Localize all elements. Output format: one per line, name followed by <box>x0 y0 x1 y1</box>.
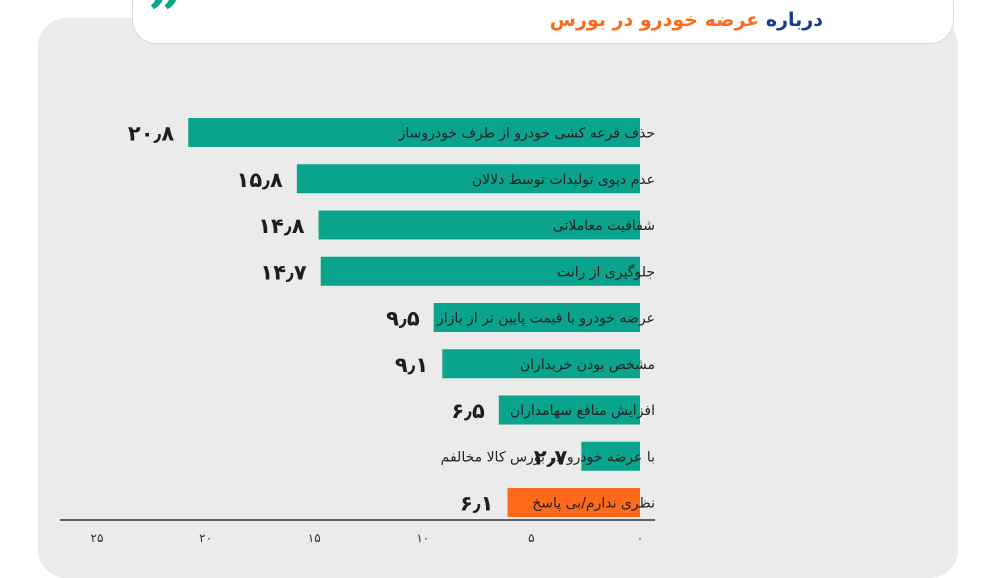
x-tick-label: ۰ <box>637 531 643 545</box>
value-label: ۶٫۵ <box>451 399 485 423</box>
x-tick-label: ۱۵ <box>308 531 321 545</box>
category-label: عرضه خودرو با قیمت پایین تر از بازار <box>436 311 655 327</box>
category-label: جلوگیری از رانت <box>557 263 655 280</box>
value-label: ۱۴٫۸ <box>258 214 304 238</box>
value-label: ۹٫۱ <box>395 353 428 377</box>
bar <box>581 441 640 471</box>
x-tick-label: ۲۰ <box>199 531 212 545</box>
bar <box>442 349 640 379</box>
value-label: ۹٫۵ <box>386 307 420 331</box>
bar <box>188 118 640 147</box>
bar <box>498 395 640 425</box>
quote-icon: ” <box>148 0 183 51</box>
bar <box>296 164 640 194</box>
x-tick-label: ۲۵ <box>91 531 104 545</box>
value-label: ۶٫۱ <box>460 492 493 516</box>
header-subtitle-prefix: درباره <box>759 9 823 31</box>
category-label: حذف قرعه کشی خودرو از طرف خودروساز <box>398 126 655 142</box>
header-card: درباره عرضه خودرو در بورس <box>132 0 954 44</box>
x-tick-label: ۵ <box>528 531 534 545</box>
bar-chart: حذف قرعه کشی خودرو از طرف خودروساز ۲۰٫۸ عد… <box>60 118 655 545</box>
bar <box>433 303 640 332</box>
value-label: ۲۰٫۸ <box>128 122 174 146</box>
value-label: ۱۴٫۷ <box>260 260 306 284</box>
chart-panel <box>38 18 958 578</box>
bar <box>507 488 640 517</box>
category-label: با عرضه خودرو در بورس کالا مخالفم <box>441 449 655 465</box>
header-subtitle: درباره عرضه خودرو در بورس <box>550 9 823 31</box>
category-label: افزایش منافع سهامداران <box>510 403 655 419</box>
header-subtitle-highlight: عرضه خودرو در بورس <box>549 9 760 31</box>
category-label: شفافیت معاملاتی <box>553 218 655 234</box>
category-label: مشخص بودن خریداران <box>520 357 655 373</box>
value-label: ۱۵٫۸ <box>237 168 283 192</box>
bar <box>318 210 640 240</box>
category-label: عدم دپوی تولیدات توسط دلالان <box>472 172 655 188</box>
x-tick-label: ۱۰ <box>416 531 429 545</box>
category-label: نظری ندارم/بی پاسخ <box>532 496 655 512</box>
bar <box>320 256 640 286</box>
value-label: ۲٫۷ <box>534 445 568 469</box>
